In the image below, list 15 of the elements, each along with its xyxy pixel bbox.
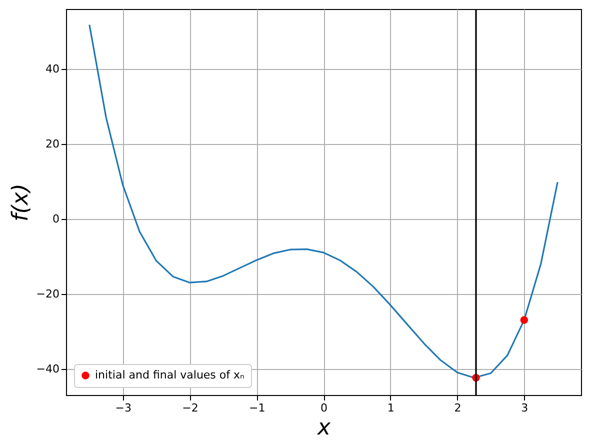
x-tick-label: 2 [454,402,462,414]
x-axis-title: x [316,416,332,440]
x-tick-label: 3 [521,402,528,414]
y-tick-label: 20 [46,137,60,150]
legend-label: initial and final values of xₙ [95,368,244,382]
y-tick-label: 40 [46,62,60,76]
y-tick-label: 0 [52,212,60,226]
y-axis-title: f(x) [8,184,34,222]
x-tick-label: −1 [249,402,266,414]
x-tick-label: 0 [320,402,328,414]
y-tick-label: −40 [36,362,60,376]
y-tick-label: −20 [36,287,60,300]
x-tick-label: −3 [115,402,132,414]
x-tick-label: −2 [182,402,198,414]
x-tick-label: 1 [387,402,394,414]
